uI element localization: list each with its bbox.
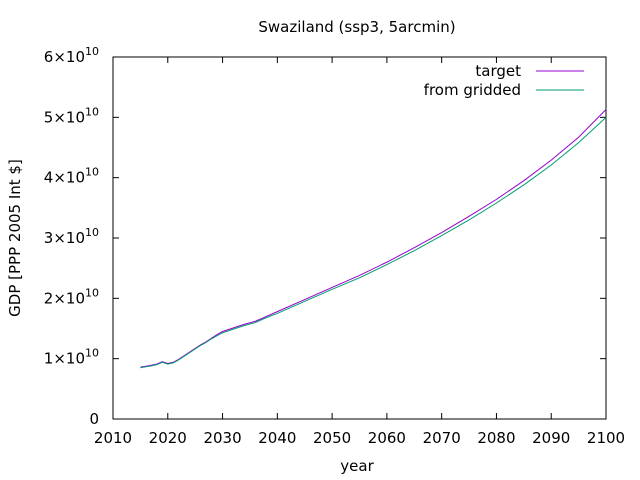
y-tick-mantissa: 1×10 [44, 350, 85, 368]
x-tick-label: 2100 [587, 429, 625, 447]
x-tick-label: 2020 [149, 429, 187, 447]
x-axis-title: year [340, 457, 374, 475]
y-tick-label: 1×1010 [44, 347, 99, 368]
x-tick-label: 2090 [532, 429, 570, 447]
y-tick-label: 6×1010 [44, 45, 99, 66]
series-line-1 [140, 116, 607, 369]
y-tick-mantissa: 6×10 [44, 48, 85, 66]
x-tick-label: 2070 [423, 429, 461, 447]
x-tick-label: 2060 [368, 429, 406, 447]
legend-label: target [475, 62, 521, 80]
y-tick-exponent: 10 [85, 347, 99, 360]
y-tick-exponent: 10 [85, 286, 99, 299]
y-tick-exponent: 10 [85, 226, 99, 239]
series-layer [140, 109, 607, 369]
y-tick-exponent: 10 [85, 105, 99, 118]
y-tick-mantissa: 0 [89, 410, 99, 428]
y-tick-mantissa: 5×10 [44, 108, 85, 126]
y-axis-title: GDP [PPP 2005 Int $] [6, 159, 24, 317]
legend-label: from gridded [424, 81, 521, 99]
x-tick-label: 2010 [94, 429, 132, 447]
y-tick-label: 4×1010 [44, 166, 99, 187]
y-tick-mantissa: 3×10 [44, 229, 85, 247]
x-tick-label: 2050 [313, 429, 351, 447]
plot-frame [112, 56, 607, 420]
x-tick-label: 2080 [477, 429, 515, 447]
y-tick-mantissa: 4×10 [44, 169, 85, 187]
y-tick-label: 5×1010 [44, 105, 99, 126]
series-line-0 [140, 109, 607, 368]
x-axis: 2010 2020 2030 2040 2050 2060 2070 2080 2090 2100 [94, 57, 625, 447]
y-tick-exponent: 10 [85, 166, 99, 179]
y-tick-label: 3×1010 [44, 226, 99, 247]
y-tick-mantissa: 2×10 [44, 289, 85, 307]
x-tick-label: 2040 [258, 429, 296, 447]
y-tick-label: 0 [89, 410, 99, 428]
y-tick-exponent: 10 [85, 45, 99, 58]
y-tick-label: 2×1010 [44, 286, 99, 307]
chart-title: Swaziland (ssp3, 5arcmin) [258, 18, 455, 36]
x-tick-label: 2030 [203, 429, 241, 447]
